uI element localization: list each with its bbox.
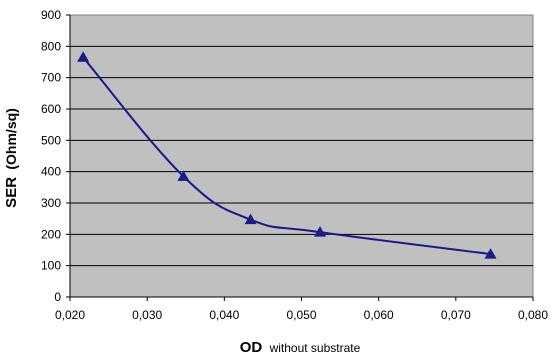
x-tick-label: 0,030 (132, 308, 162, 322)
data-point-marker (177, 170, 190, 181)
x-tick-label: 0,020 (55, 308, 85, 322)
data-point-marker (77, 51, 90, 62)
y-tick-label: 600 (41, 102, 61, 116)
x-tick-labels: 0,020 0,030 0,040 0,050 0,060 0,070 0,080 (55, 308, 548, 322)
x-tick-label: 0,040 (209, 308, 239, 322)
x-axis-label-main: OD (240, 339, 263, 356)
y-tick-label: 800 (41, 39, 61, 53)
y-tick-label: 300 (41, 196, 61, 210)
y-tick-label: 500 (41, 133, 61, 147)
x-tick-label: 0,060 (364, 308, 394, 322)
plot-area (69, 14, 534, 298)
x-tick-label: 0,050 (286, 308, 316, 322)
y-tick-label: 700 (41, 71, 61, 85)
grid-lines (66, 14, 534, 301)
x-tick-label: 0,070 (441, 308, 471, 322)
y-tick-label: 0 (54, 290, 61, 304)
y-axis-label-unit: (Ohm/sq) (3, 108, 19, 169)
x-axis-label-sub: without substrate (269, 341, 361, 355)
series (77, 51, 497, 259)
y-axis-label: SER (Ohm/sq) (3, 108, 20, 208)
data-point-marker (244, 213, 257, 225)
y-tick-label: 900 (41, 8, 61, 22)
y-tick-label: 100 (41, 259, 61, 273)
y-tick-label: 400 (41, 165, 61, 179)
x-tick-label: 0,080 (518, 308, 548, 322)
y-tick-labels: 0 100 200 300 400 500 600 700 800 900 (41, 8, 61, 304)
y-axis-label-main: SER (3, 177, 20, 208)
y-tick-label: 200 (41, 227, 61, 241)
x-axis-label: OD without substrate (240, 339, 361, 356)
data-point-marker (314, 226, 327, 237)
data-point-marker (484, 248, 497, 259)
